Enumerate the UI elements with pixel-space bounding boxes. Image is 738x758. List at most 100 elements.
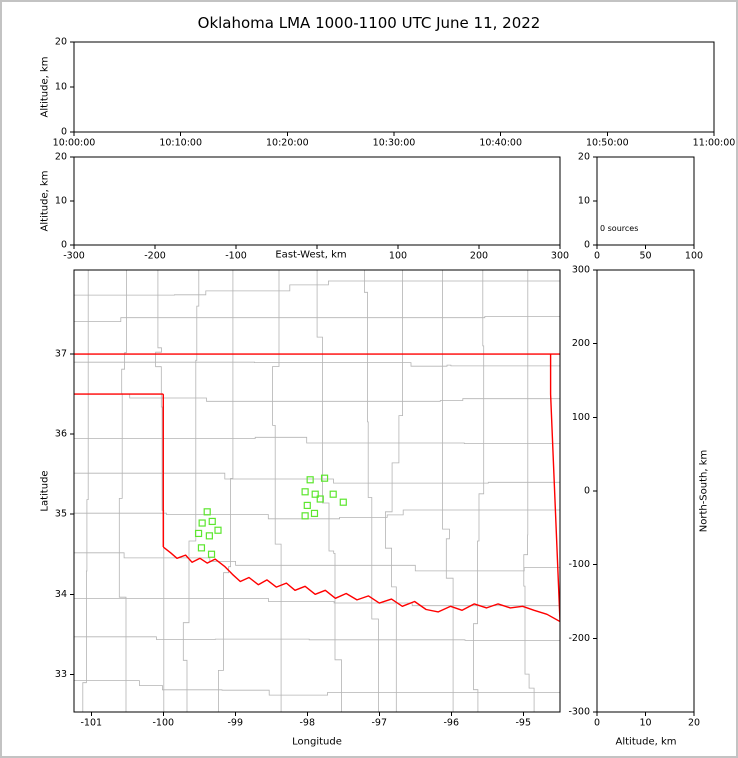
lma-station-marker: [316, 495, 324, 503]
tick-label: 10: [55, 82, 67, 93]
tick-label: 300: [572, 265, 590, 276]
lma-station-marker: [311, 490, 319, 498]
axis-label-altitude-ns-panel: Altitude, km: [615, 736, 677, 748]
tick-label: 10: [578, 196, 590, 207]
county-line: [74, 436, 560, 444]
county-line: [364, 270, 379, 712]
county-line: [74, 636, 560, 641]
county-line: [74, 361, 560, 367]
lma-stations: [194, 474, 347, 558]
time-height-panel: 10:00:00 10:10:00 10:20:00 10:30:00 10:40:00…: [53, 37, 736, 149]
tick-label: 34: [55, 589, 67, 600]
county-line: [218, 270, 234, 712]
tick-label: -97: [372, 717, 388, 728]
tick-label: -95: [516, 717, 532, 728]
tick-label: 20: [688, 717, 700, 728]
county-line: [74, 472, 560, 484]
map-axes: -101 -100 -99 -98 -97 -96 -95 33 34 35 36 37: [55, 269, 561, 728]
tick-label: 50: [639, 250, 651, 261]
lma-station-marker: [214, 526, 222, 534]
tick-label: 35: [55, 509, 67, 520]
county-line: [155, 270, 165, 712]
source-histogram-panel: 0 50 100 0 10 20: [578, 152, 703, 262]
axis-label-east-west: East-West, km: [275, 249, 347, 261]
tick-label: 200: [470, 250, 488, 261]
lma-station-marker: [301, 512, 309, 520]
tick-label: 100: [685, 250, 703, 261]
lma-station-marker: [205, 532, 213, 540]
tick-label: -101: [80, 717, 102, 728]
lma-station-marker: [339, 498, 347, 506]
lma-station-marker: [303, 501, 311, 510]
lma-station-marker: [320, 474, 329, 482]
tick-label: -98: [300, 717, 316, 728]
tick-label: 100: [572, 412, 590, 423]
tick-label: 10: [55, 196, 67, 207]
tick-label: 10:20:00: [266, 137, 309, 148]
tick-label: -200: [144, 250, 166, 261]
county-line: [442, 270, 454, 712]
axis-label-altitude-time-panel: Altitude, km: [39, 56, 51, 118]
lma-station-marker: [301, 488, 309, 496]
county-line: [385, 270, 403, 712]
county-line: [74, 280, 560, 296]
east-west-height-panel: -300 -200 -100 100 200 300 0 10 20: [55, 152, 569, 262]
tick-label: 33: [55, 669, 67, 680]
tick-label: 10:00:00: [53, 137, 96, 148]
tick-label: 200: [572, 338, 590, 349]
axis-label-altitude-ew-panel: Altitude, km: [39, 170, 51, 232]
state-border: [74, 353, 560, 623]
panel-frame: [596, 269, 695, 713]
tick-label: 37: [55, 349, 67, 360]
axis-label-longitude: Longitude: [292, 736, 342, 748]
tick-label: -300: [63, 250, 85, 261]
county-line: [74, 680, 560, 696]
county-line: [74, 393, 560, 402]
lma-station-marker: [197, 544, 206, 552]
lma-station-marker: [306, 476, 314, 484]
county-line: [272, 270, 282, 712]
lma-station-marker: [203, 508, 211, 516]
tick-label: 10:50:00: [586, 137, 629, 148]
sources-count-label: 0 sources: [600, 224, 639, 233]
tick-label: 10:40:00: [479, 137, 522, 148]
county-line: [74, 552, 560, 572]
county-line: [74, 598, 560, 607]
tick-label: 0: [61, 240, 67, 251]
tick-label: 20: [578, 152, 590, 163]
tick-label: 0: [61, 127, 67, 138]
tick-label: -200: [568, 633, 590, 644]
county-line: [118, 270, 127, 712]
county-line: [316, 270, 342, 712]
panel-frame: [73, 41, 715, 133]
tick-label: 10: [639, 717, 651, 728]
red-river-border: [162, 546, 560, 623]
lma-station-marker: [329, 490, 337, 498]
lma-station-marker: [207, 550, 216, 558]
panel-frame: [73, 156, 561, 246]
county-line: [182, 270, 200, 712]
tick-label: -300: [568, 707, 590, 718]
lma-station-marker: [208, 517, 216, 526]
county-line: [74, 316, 560, 322]
tick-label: 10:30:00: [373, 137, 416, 148]
figure-title: Oklahoma LMA 1000-1100 UTC June 11, 2022: [197, 14, 541, 32]
tick-label: 0: [594, 250, 600, 261]
tick-label: -99: [228, 717, 244, 728]
tick-label: 0: [594, 717, 600, 728]
tick-label: 0: [584, 486, 590, 497]
county-line: [82, 270, 89, 712]
tick-label: 100: [389, 250, 407, 261]
tick-label: 0: [584, 240, 590, 251]
oklahoma-east-border: [549, 354, 560, 622]
panel-frame: [596, 156, 695, 246]
tick-label: 20: [55, 37, 67, 48]
lma-station-marker: [194, 529, 203, 538]
tick-label: 10:10:00: [159, 137, 202, 148]
panel-frame: [73, 269, 561, 713]
lma-station-marker: [198, 519, 206, 527]
map-panel: [74, 270, 560, 712]
axis-label-latitude: Latitude: [39, 470, 51, 512]
tick-label: -96: [444, 717, 460, 728]
